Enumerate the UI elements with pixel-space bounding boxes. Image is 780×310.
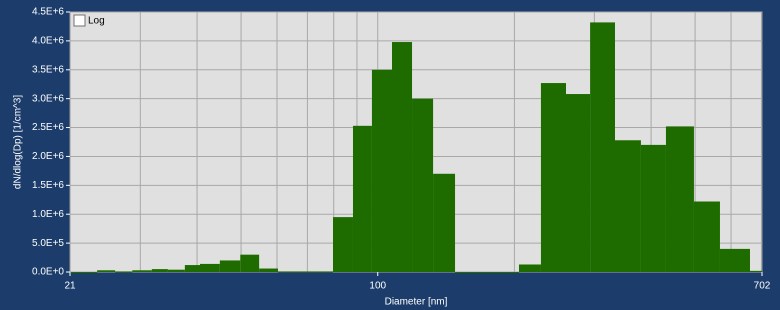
bar — [371, 69, 392, 273]
x-tick-label: 100 — [369, 281, 386, 292]
y-tick-label: 2.5E+6 — [32, 122, 64, 133]
bar — [97, 270, 116, 272]
bar — [497, 272, 519, 273]
bar — [433, 173, 456, 272]
bar — [132, 270, 152, 272]
bar — [219, 260, 241, 272]
bar — [87, 272, 98, 273]
y-tick-label: 1.5E+6 — [32, 180, 64, 191]
bar — [167, 269, 185, 272]
bar — [412, 98, 434, 273]
bar — [259, 268, 278, 272]
bar — [184, 265, 200, 272]
bar — [352, 125, 372, 272]
bar — [540, 83, 566, 272]
x-tick-label: 21 — [64, 281, 76, 292]
bar — [518, 264, 541, 272]
bar — [476, 272, 498, 273]
bar — [70, 272, 88, 273]
bar — [240, 254, 260, 272]
bar — [693, 201, 720, 272]
y-tick-label: 4.5E+6 — [32, 7, 64, 18]
y-tick-label: 1.0E+6 — [32, 209, 64, 220]
bar — [615, 140, 641, 272]
y-tick-label: 3.0E+6 — [32, 93, 64, 104]
y-tick-label: 4.0E+6 — [32, 36, 64, 47]
bar — [455, 272, 477, 273]
bar — [115, 271, 133, 273]
bar — [640, 144, 666, 272]
bar — [277, 271, 297, 273]
bar — [296, 271, 315, 273]
y-tick-label: 0.0E+0 — [32, 267, 64, 278]
bar — [665, 126, 694, 273]
bar — [590, 22, 616, 273]
y-tick-label: 2.0E+6 — [32, 151, 64, 162]
bar — [749, 270, 762, 272]
x-axis-label: Diameter [nm] — [385, 297, 448, 308]
bar — [314, 271, 333, 273]
bar — [199, 263, 220, 272]
bar — [151, 269, 168, 272]
y-axis-label: dN/dlog(Dp) [1/cm^3] — [13, 95, 24, 189]
bar — [332, 217, 353, 272]
x-tick-label: 702 — [754, 281, 771, 292]
log-checkbox[interactable] — [73, 14, 86, 27]
y-tick-label: 5.0E+5 — [32, 238, 64, 249]
log-checkbox-label[interactable]: Log — [88, 16, 105, 27]
bar — [565, 94, 591, 273]
bar — [719, 248, 750, 272]
bar — [391, 42, 413, 272]
y-tick-label: 3.5E+6 — [32, 64, 64, 75]
